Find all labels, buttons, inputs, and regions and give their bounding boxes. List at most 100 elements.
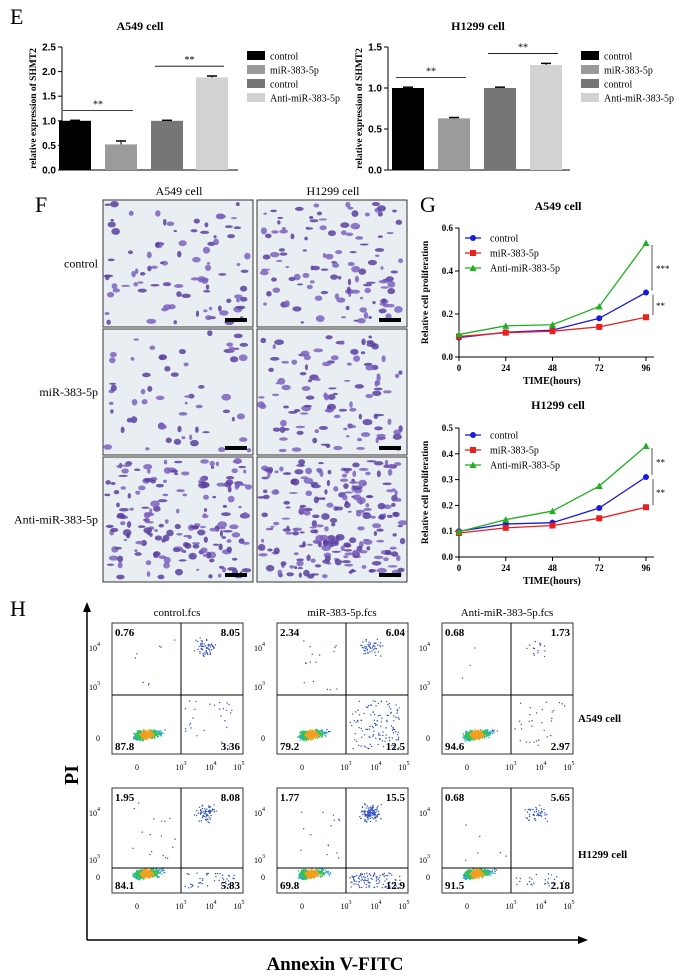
cell	[366, 341, 377, 347]
cell	[314, 378, 321, 381]
event-dot	[475, 730, 478, 732]
cell	[173, 320, 178, 325]
cell	[380, 266, 384, 270]
x-axis-label: Annexin V-FITC	[266, 954, 403, 975]
event-dot	[232, 877, 234, 880]
event-dot	[351, 724, 353, 727]
event-dot	[465, 736, 468, 739]
event-dot	[302, 733, 305, 735]
data-point	[549, 328, 556, 335]
cell	[315, 497, 326, 500]
event-dot	[326, 731, 328, 734]
cell	[111, 283, 118, 290]
x-tick-label: 0	[457, 563, 462, 573]
cell	[302, 541, 306, 548]
y-tick-label: 2.5	[42, 43, 56, 54]
cell	[326, 479, 331, 487]
event-dot	[361, 736, 363, 738]
data-point	[643, 314, 649, 321]
cell	[293, 552, 299, 556]
cell	[353, 319, 359, 322]
event-dot	[201, 645, 204, 648]
event-dot	[153, 733, 155, 736]
event-dot	[376, 882, 378, 885]
bar	[105, 144, 137, 170]
event-dot	[301, 739, 304, 741]
cell	[203, 536, 208, 543]
cell	[241, 568, 252, 573]
cell	[180, 548, 185, 553]
y-tick-exponent: 4	[427, 642, 430, 648]
event-dot	[207, 821, 209, 823]
plot-frame	[111, 622, 244, 755]
event-dot	[461, 677, 464, 679]
event-dot	[388, 739, 391, 742]
cell	[387, 418, 392, 425]
event-dot	[197, 812, 200, 814]
event-dot	[379, 646, 382, 648]
event-dot	[151, 869, 153, 872]
event-dot	[139, 735, 141, 738]
cell	[334, 506, 344, 511]
event-dot	[163, 869, 165, 872]
event-dot	[462, 736, 464, 738]
data-point	[549, 507, 556, 515]
event-dot	[479, 728, 482, 731]
cell	[375, 413, 385, 417]
event-dot	[159, 730, 161, 732]
y-axis-label: relative expression of SHMT2	[29, 48, 39, 169]
cell	[239, 342, 249, 347]
event-dot	[361, 730, 363, 732]
event-dot	[201, 643, 204, 645]
y-tick-label: 0.5	[42, 141, 56, 152]
event-dot	[309, 646, 311, 648]
event-dot	[534, 640, 536, 643]
cell	[378, 515, 385, 520]
y-tick-label: 103	[419, 681, 430, 692]
cell	[343, 555, 349, 559]
event-dot	[489, 734, 491, 736]
cell	[157, 574, 165, 580]
cell	[363, 312, 369, 319]
event-dot	[143, 735, 145, 737]
cell	[356, 446, 366, 450]
event-dot	[484, 732, 486, 734]
event-dot	[312, 732, 314, 734]
cell	[182, 493, 188, 497]
event-dot	[204, 653, 206, 655]
cell	[356, 437, 363, 442]
event-dot	[203, 811, 205, 813]
event-dot	[317, 734, 320, 736]
event-dot	[463, 738, 465, 740]
cell	[216, 214, 226, 219]
event-dot	[203, 729, 205, 732]
cell	[203, 309, 208, 313]
event-dot	[303, 640, 305, 642]
event-dot	[317, 736, 319, 738]
event-dot	[329, 688, 331, 691]
event-dot	[398, 747, 400, 749]
cell	[162, 282, 172, 287]
event-dot	[148, 729, 151, 731]
event-dot	[190, 886, 192, 888]
event-dot	[551, 717, 553, 720]
legend-label: miR-383-5p	[604, 66, 653, 77]
cell	[183, 362, 189, 367]
event-dot	[213, 808, 215, 811]
event-dot	[382, 731, 384, 733]
data-point	[596, 323, 603, 330]
x-tick-exponent: 5	[242, 761, 245, 767]
event-dot	[361, 806, 364, 809]
event-dot	[134, 876, 136, 879]
cell	[288, 410, 298, 414]
event-dot	[376, 885, 379, 888]
event-dot	[300, 735, 302, 738]
event-dot	[233, 874, 235, 877]
cell	[350, 348, 359, 355]
event-dot	[206, 808, 208, 810]
cell	[311, 484, 321, 489]
cell	[204, 264, 212, 271]
cell	[231, 532, 241, 538]
